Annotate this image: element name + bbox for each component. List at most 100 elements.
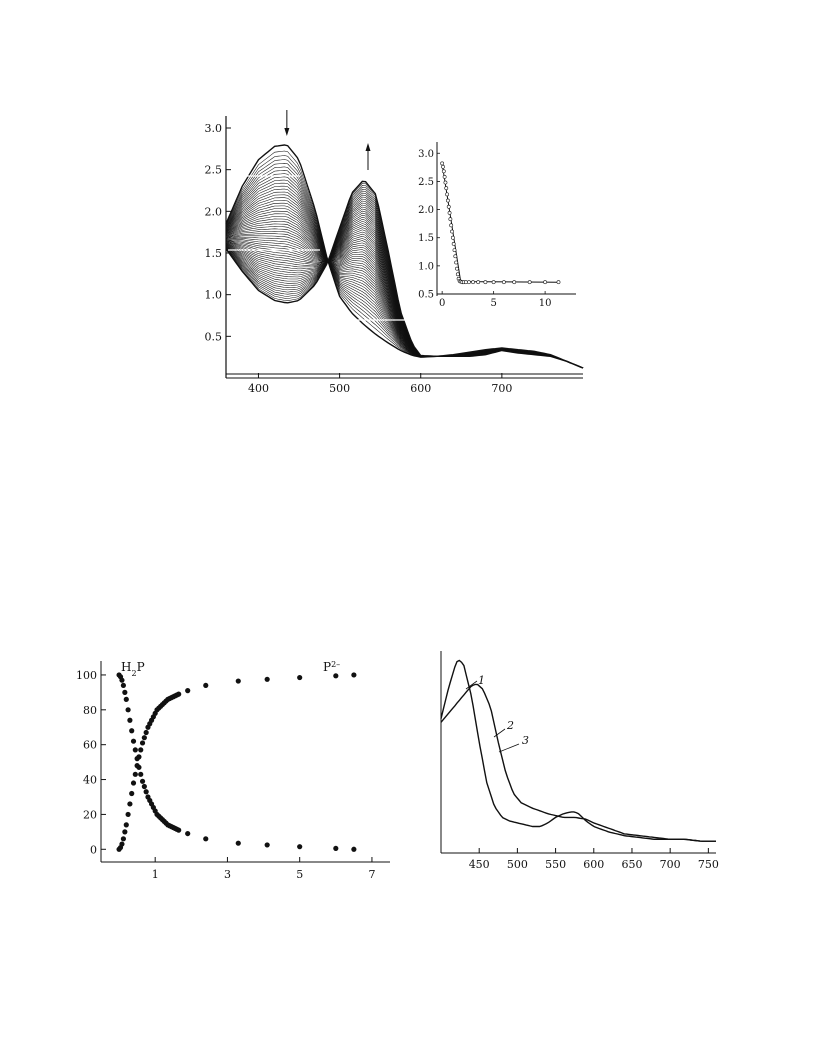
inset-x-tick-label: 0 bbox=[439, 298, 445, 309]
curve-labels: 1 23 bbox=[465, 674, 529, 753]
inset-y-tick-label: 1.5 bbox=[418, 233, 434, 244]
inset-point bbox=[502, 280, 506, 285]
inset-point bbox=[471, 280, 475, 285]
x-tick-label: 1 bbox=[152, 868, 159, 881]
inset-point bbox=[454, 260, 459, 265]
inset-point bbox=[446, 204, 451, 209]
inset-point bbox=[446, 198, 450, 203]
data-point bbox=[123, 822, 129, 828]
inset-point bbox=[450, 235, 455, 240]
data-point bbox=[351, 846, 357, 852]
absorption-spectra-chart: 450 500 550 600 650 700 750 1 23 bbox=[440, 651, 719, 871]
x-tick-label: 550 bbox=[545, 858, 566, 871]
inset-point bbox=[452, 248, 457, 252]
inset-point bbox=[455, 272, 460, 277]
x-tick-label: 750 bbox=[698, 858, 719, 871]
x-tick-label: 700 bbox=[660, 858, 681, 871]
curve-label-3: 3 bbox=[522, 734, 529, 747]
spectrum-line-1 bbox=[440, 659, 716, 842]
y-tick-label: 20 bbox=[83, 808, 97, 821]
data-points bbox=[116, 672, 357, 852]
data-point bbox=[120, 682, 126, 689]
y-tick-label: 100 bbox=[76, 669, 97, 682]
inset-x-tick-label: 5 bbox=[490, 298, 496, 309]
x-tick-label: 5 bbox=[296, 868, 303, 881]
inset-point bbox=[491, 280, 496, 285]
inset-point bbox=[441, 164, 445, 169]
inset-y-tick-label: 0.5 bbox=[418, 290, 434, 301]
spectrum-line-3 bbox=[440, 683, 716, 842]
x-tick-label: 450 bbox=[469, 858, 490, 871]
data-point bbox=[125, 707, 131, 713]
data-point bbox=[134, 763, 140, 769]
data-point bbox=[119, 841, 125, 847]
inset-plot: 0.5 1.0 1.5 2.0 2.5 3.0 0 5 10 bbox=[418, 142, 579, 309]
data-point bbox=[185, 830, 191, 837]
direction-arrows bbox=[284, 110, 371, 170]
x-tick-label: 650 bbox=[621, 858, 642, 871]
arrow-head-up bbox=[365, 143, 371, 151]
data-point bbox=[333, 845, 339, 852]
data-point bbox=[136, 754, 142, 760]
inset-y-tick-label: 3.0 bbox=[418, 149, 434, 160]
data-point bbox=[130, 738, 137, 744]
y-tick-label: 40 bbox=[83, 774, 97, 787]
inset-y-tick-label: 2.5 bbox=[418, 177, 434, 188]
x-tick-label: 600 bbox=[410, 382, 431, 395]
data-point bbox=[264, 842, 270, 848]
y-tick-label: 2.5 bbox=[205, 164, 223, 177]
data-point bbox=[122, 689, 128, 695]
data-point bbox=[176, 827, 182, 833]
inset-point bbox=[527, 280, 532, 285]
data-point bbox=[297, 674, 303, 681]
x-tick-label: 400 bbox=[248, 382, 269, 395]
inset-point bbox=[449, 223, 454, 228]
y-tick-label: 0 bbox=[90, 843, 97, 856]
data-point bbox=[123, 696, 129, 702]
inset-point bbox=[483, 280, 488, 285]
y-tick-label: 0.5 bbox=[205, 330, 223, 343]
data-point bbox=[127, 717, 133, 723]
mask-lines bbox=[228, 175, 405, 321]
y-tick-label: 3.0 bbox=[205, 122, 223, 135]
inset-point bbox=[463, 280, 468, 285]
data-point bbox=[203, 682, 209, 689]
data-point bbox=[141, 783, 147, 790]
data-point bbox=[141, 735, 147, 741]
data-point bbox=[143, 789, 149, 795]
data-point bbox=[125, 811, 131, 818]
inset-point bbox=[455, 266, 459, 271]
data-point bbox=[127, 801, 133, 807]
data-point bbox=[138, 747, 144, 753]
spectrum-lines bbox=[440, 659, 716, 842]
data-point bbox=[235, 840, 241, 846]
inset-y-tick-label: 2.0 bbox=[418, 205, 434, 216]
y-tick-label: 1.0 bbox=[205, 289, 223, 302]
data-point bbox=[122, 829, 128, 835]
data-point bbox=[185, 688, 191, 694]
curve-label-2: 2 bbox=[506, 719, 514, 732]
curve-label-leader bbox=[498, 743, 520, 753]
curve-label-1: 1 bbox=[478, 674, 485, 687]
data-point bbox=[129, 728, 135, 734]
data-point bbox=[351, 672, 357, 678]
y-tick-label: 1.5 bbox=[205, 247, 223, 260]
inset-point bbox=[451, 241, 456, 246]
inset-y-tick-label: 1.0 bbox=[418, 261, 434, 272]
arrow-head-down bbox=[284, 128, 290, 136]
data-point bbox=[297, 844, 303, 850]
inset-point bbox=[448, 217, 453, 222]
data-point bbox=[130, 780, 137, 786]
data-point bbox=[119, 677, 125, 683]
inset-point bbox=[445, 192, 449, 197]
data-point bbox=[132, 771, 138, 777]
axes: 0 20 40 60 80 100 1 3 5 7 bbox=[76, 661, 390, 881]
inset-point bbox=[543, 280, 548, 285]
inset-point bbox=[441, 169, 446, 174]
y-tick-label: 60 bbox=[83, 739, 97, 752]
data-point bbox=[139, 740, 146, 746]
data-point bbox=[203, 836, 209, 842]
y-tick-label: 2.0 bbox=[205, 205, 223, 218]
y-axis: 0.5 1.0 1.5 2.0 2.5 3.0 bbox=[205, 116, 231, 378]
